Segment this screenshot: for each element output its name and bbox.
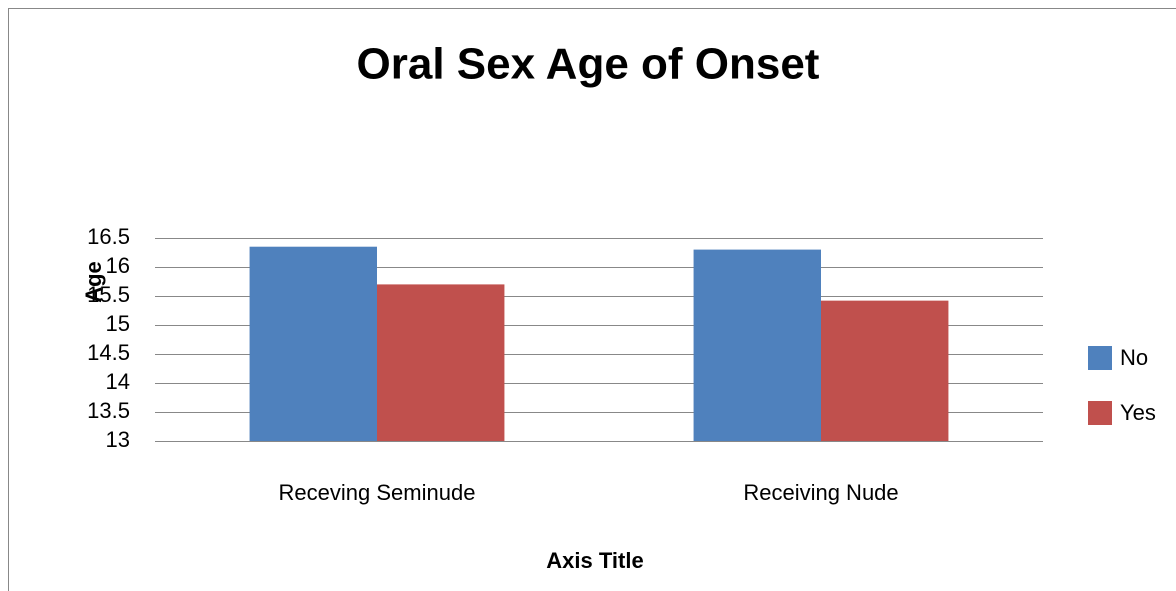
y-axis-title: Age <box>81 261 106 303</box>
chart-border <box>8 8 1176 591</box>
legend-swatch <box>1088 401 1112 425</box>
x-tick-label: Receiving Nude <box>743 480 898 505</box>
legend-swatch <box>1088 346 1112 370</box>
bar <box>377 284 505 441</box>
y-tick-label: 14.5 <box>87 340 130 365</box>
chart-title: Oral Sex Age of Onset <box>357 40 820 89</box>
y-tick-label: 15.5 <box>87 282 130 307</box>
y-tick-label: 15 <box>106 311 130 336</box>
bar <box>821 300 949 441</box>
bar <box>693 249 821 441</box>
bar <box>249 246 377 441</box>
y-tick-label: 13 <box>106 427 130 452</box>
legend-label: No <box>1120 345 1148 370</box>
y-tick-label: 13.5 <box>87 398 130 423</box>
y-tick-label: 16 <box>106 253 130 278</box>
y-tick-label: 14 <box>106 369 130 394</box>
y-tick-label: 16.5 <box>87 224 130 249</box>
x-tick-label: Receving Seminude <box>279 480 476 505</box>
x-axis-title: Axis Title <box>546 548 643 573</box>
legend-label: Yes <box>1120 400 1156 425</box>
